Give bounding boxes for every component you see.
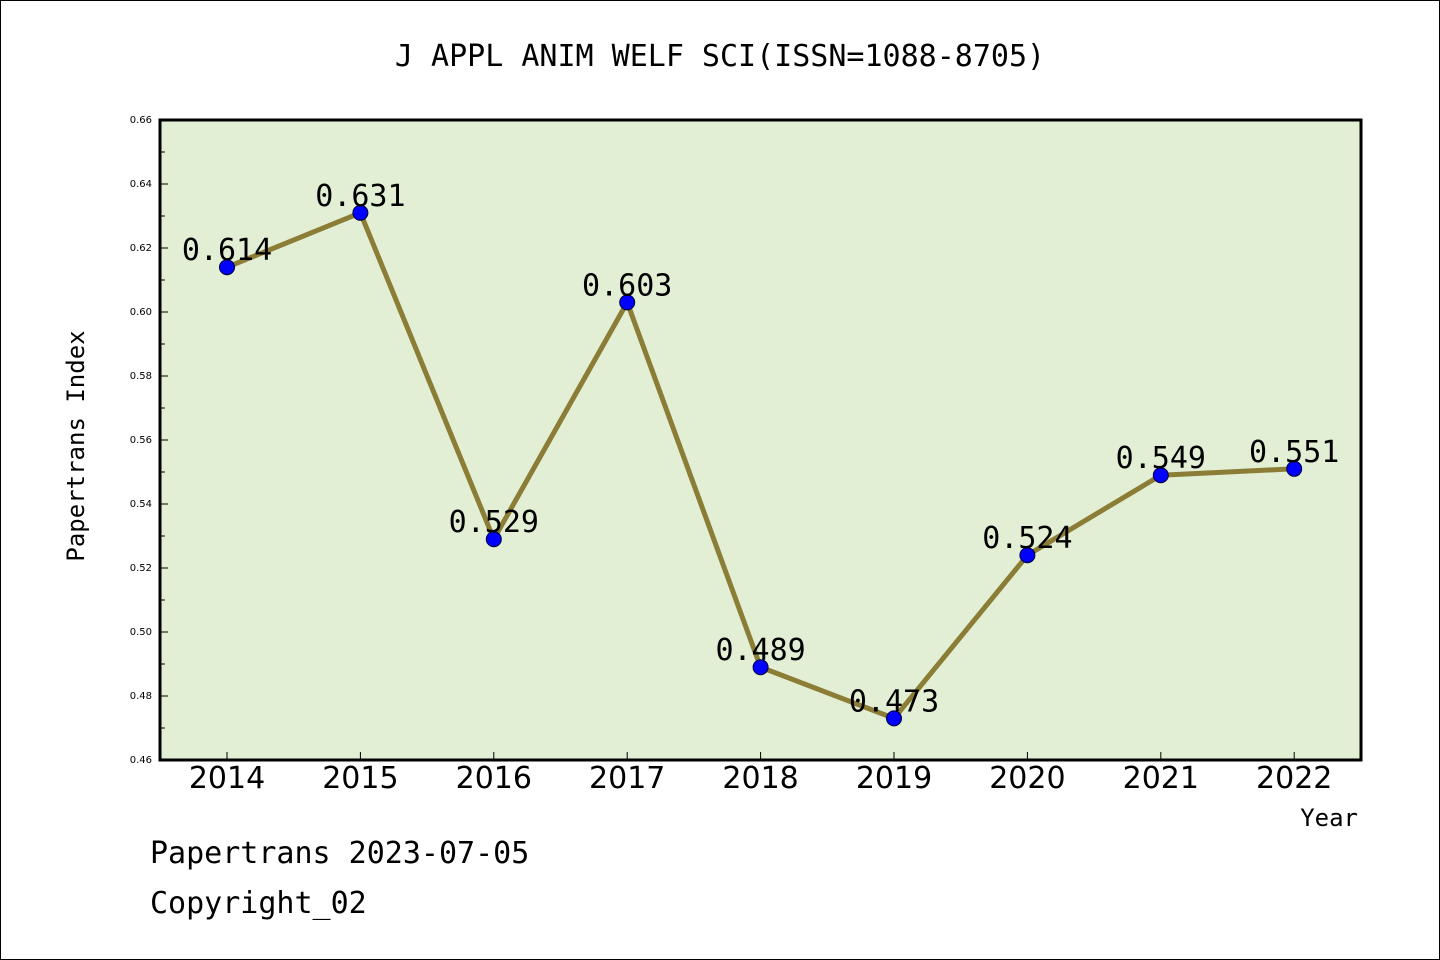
data-point xyxy=(485,531,502,548)
footer-copyright: Copyright_02 xyxy=(150,886,367,921)
data-label: 0.551 xyxy=(1249,435,1339,470)
data-label: 0.549 xyxy=(1116,441,1206,476)
data-point xyxy=(352,204,369,221)
footer-date: Papertrans 2023-07-05 xyxy=(150,836,530,871)
x-axis-label: Year xyxy=(1300,804,1358,832)
data-label: 0.603 xyxy=(582,268,672,303)
data-label: 0.524 xyxy=(982,521,1072,556)
x-tick-label: 2016 xyxy=(456,761,532,796)
x-tick-label: 2022 xyxy=(1256,761,1332,796)
data-label: 0.489 xyxy=(715,633,805,668)
y-tick-label: 0.56 xyxy=(130,435,152,446)
y-tick-label: 0.50 xyxy=(130,627,152,638)
y-axis-label: Papertrans Index xyxy=(62,330,90,561)
y-tick-label: 0.64 xyxy=(130,179,152,190)
y-tick-label: 0.60 xyxy=(130,307,152,318)
x-tick-label: 2015 xyxy=(322,761,398,796)
y-tick-label: 0.66 xyxy=(130,115,152,126)
x-tick-label: 2014 xyxy=(189,761,265,796)
y-tick-label: 0.54 xyxy=(130,499,152,510)
data-label: 0.529 xyxy=(449,505,539,540)
data-point xyxy=(1286,460,1303,477)
series-layer: 0.614 0.631 0.529 0.603 0.489 0.473 0.524 0.549… xyxy=(182,179,1339,727)
data-point xyxy=(886,710,902,727)
plot-area xyxy=(160,120,1361,760)
data-point xyxy=(1152,467,1169,484)
x-tick-label: 2017 xyxy=(589,761,665,796)
x-axis-ticks: 2014 2015 2016 2017 2018 2019 2020 2021 2022 xyxy=(189,752,1332,796)
chart-title: J APPL ANIM WELF SCI(ISSN=1088-8705) xyxy=(395,39,1045,74)
x-tick-label: 2021 xyxy=(1123,761,1199,796)
data-label: 0.473 xyxy=(849,684,939,719)
plot-border xyxy=(158,118,1363,762)
data-label: 0.614 xyxy=(182,233,272,268)
data-point xyxy=(219,259,235,276)
data-label: 0.631 xyxy=(315,179,405,214)
y-tick-label: 0.52 xyxy=(130,563,152,574)
x-tick-label: 2018 xyxy=(722,761,798,796)
y-tick-label: 0.62 xyxy=(130,243,152,254)
y-tick-label: 0.46 xyxy=(130,755,152,766)
data-point xyxy=(619,294,636,311)
y-tick-label: 0.58 xyxy=(130,371,152,382)
data-point xyxy=(752,659,769,676)
x-tick-label: 2019 xyxy=(856,761,932,796)
y-tick-label: 0.48 xyxy=(130,691,152,702)
x-tick-label: 2020 xyxy=(989,761,1065,796)
data-point xyxy=(1019,547,1036,564)
